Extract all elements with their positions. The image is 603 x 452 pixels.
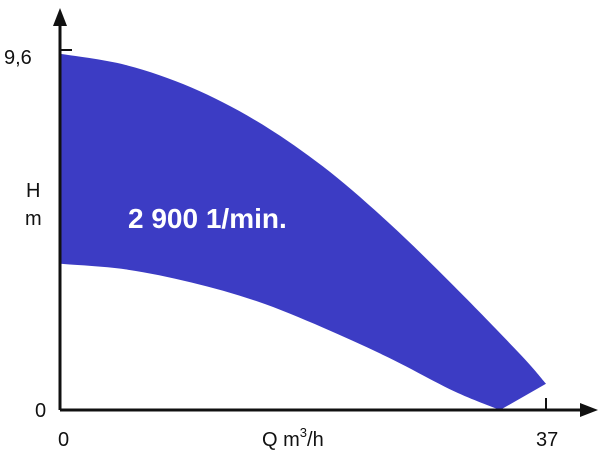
operating-band-area xyxy=(60,53,546,411)
y-axis-label-symbol: H xyxy=(26,180,40,202)
y-axis-arrow xyxy=(53,8,67,26)
y-tick-label-min: 0 xyxy=(35,400,46,422)
x-tick-label-max: 37 xyxy=(536,429,558,451)
x-axis-label-prefix: Q m xyxy=(262,429,300,451)
y-tick-label-max: 9,6 xyxy=(4,47,32,69)
speed-label: 2 900 1/min. xyxy=(128,203,287,234)
y-axis-label-unit: m xyxy=(25,208,42,230)
x-axis-label-suffix: /h xyxy=(307,429,324,451)
x-axis-label: Q m3/h xyxy=(262,425,324,451)
x-tick-label-min: 0 xyxy=(58,429,69,451)
x-axis-arrow xyxy=(580,403,598,417)
plot-area xyxy=(60,53,546,411)
x-axis-label-superscript: 3 xyxy=(300,425,307,440)
